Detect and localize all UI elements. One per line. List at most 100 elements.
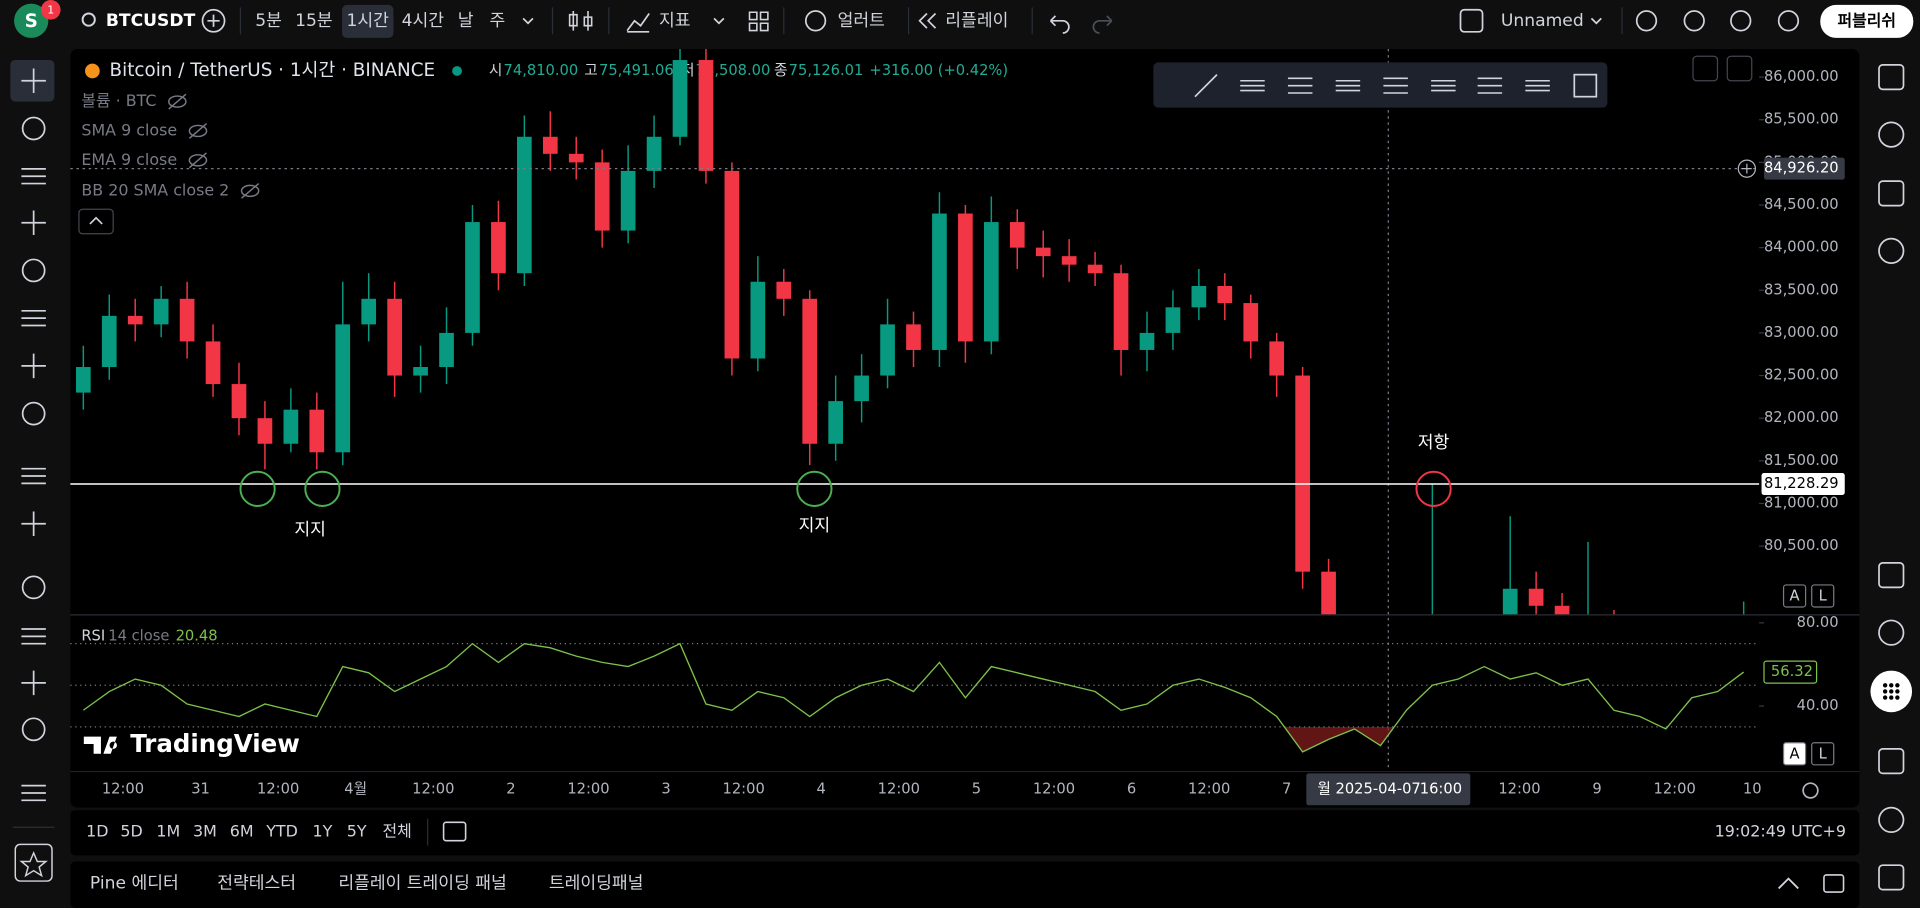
sidebar-icon[interactable]	[1878, 619, 1905, 646]
maximize-panel-icon[interactable]	[1823, 874, 1845, 893]
star-icon[interactable]	[19, 851, 48, 878]
drawing-tool[interactable]	[1431, 79, 1456, 92]
scroll-button[interactable]	[1726, 55, 1753, 82]
tool-icon[interactable]	[21, 511, 46, 536]
panel-tab[interactable]: 전략테스터	[217, 874, 296, 894]
range-button[interactable]: 5D	[120, 822, 142, 841]
drawing-tool[interactable]	[1525, 79, 1550, 92]
tool-icon[interactable]	[21, 353, 46, 379]
sidebar-icon[interactable]	[1878, 121, 1905, 148]
add-symbol-icon[interactable]	[201, 8, 226, 33]
scale-button[interactable]	[1811, 584, 1835, 608]
tool-icon[interactable]	[21, 309, 46, 327]
toolbar-icon[interactable]	[1730, 10, 1752, 32]
price-axis-label: 81,500.00	[1764, 452, 1839, 469]
drawing-tool[interactable]	[1573, 73, 1598, 98]
add-alert-icon[interactable]	[1737, 159, 1757, 178]
tool-icon[interactable]	[21, 670, 46, 696]
tool-icon[interactable]	[21, 467, 46, 485]
sidebar-icon[interactable]	[1878, 180, 1905, 207]
candle-body	[361, 298, 377, 325]
tool-icon[interactable]	[21, 784, 46, 802]
tool-icon[interactable]	[21, 210, 46, 235]
interval[interactable]: 5분	[255, 11, 282, 31]
legend-title[interactable]: Bitcoin / TetherUS · 1시간 · BINANCE	[110, 60, 436, 81]
search-icon	[81, 12, 96, 27]
range-button[interactable]: YTD	[265, 822, 298, 841]
candle-body	[153, 298, 169, 325]
time-axis-label: 12:00	[1188, 780, 1230, 797]
time-axis-label: 6	[1127, 780, 1136, 797]
sidebar-icon[interactable]	[1878, 64, 1905, 91]
range-button[interactable]: 3M	[193, 822, 217, 841]
layout-name[interactable]: Unnamed	[1501, 11, 1584, 31]
publish-label[interactable]: 퍼블리쉬	[1838, 11, 1896, 30]
hidden-eye-icon	[188, 124, 208, 138]
toolbar-icon[interactable]	[1683, 10, 1705, 32]
indicator-legend[interactable]: EMA 9 close	[81, 150, 177, 169]
panel-tab[interactable]: 트레이딩패널	[549, 874, 644, 894]
scale-button[interactable]	[1782, 584, 1807, 608]
tool-icon[interactable]	[21, 168, 46, 185]
symbol[interactable]: BTCUSDT	[106, 11, 196, 31]
active-interval[interactable]	[342, 4, 394, 38]
range-button[interactable]: 5Y	[347, 822, 367, 841]
candles	[75, 48, 1745, 615]
indicator-legend[interactable]: SMA 9 close	[81, 120, 177, 139]
range-button[interactable]: 1D	[86, 822, 108, 841]
tool-icon[interactable]	[21, 68, 46, 94]
sidebar-icon[interactable]	[1878, 748, 1905, 775]
drawing-tool[interactable]	[1383, 77, 1408, 94]
range-button[interactable]: 1Y	[313, 822, 333, 841]
tool-icon[interactable]	[21, 628, 46, 645]
tool-icon[interactable]	[21, 717, 46, 742]
range-button[interactable]: 1M	[156, 822, 180, 841]
tool-icon[interactable]	[21, 575, 46, 600]
publish-button[interactable]	[1820, 4, 1914, 38]
toolbar-icon[interactable]	[1777, 10, 1800, 32]
interval[interactable]: 4시간	[402, 11, 445, 31]
drawing-tool[interactable]	[1335, 79, 1361, 92]
indicator-icon	[626, 12, 650, 33]
sidebar-icon[interactable]	[1878, 806, 1905, 833]
scale-button[interactable]	[1782, 742, 1807, 766]
tool-icon[interactable]	[21, 116, 46, 141]
drawing-tool[interactable]	[1477, 77, 1503, 94]
interval[interactable]: 15분	[295, 11, 333, 31]
collapse-panel-icon[interactable]	[1778, 877, 1799, 890]
settings-icon[interactable]	[1802, 782, 1819, 799]
tool-icon[interactable]	[21, 258, 46, 283]
rsi-axis-label: 80.00	[1797, 614, 1839, 631]
tool-icon[interactable]	[21, 401, 46, 426]
sidebar-icon[interactable]	[1878, 562, 1905, 589]
collapse-legend[interactable]	[78, 208, 114, 235]
range-button[interactable]: 6M	[230, 822, 254, 841]
replay-button[interactable]: 리플레이	[945, 11, 1008, 31]
time-axis-label: 9	[1592, 780, 1601, 797]
drawing-tool[interactable]	[1240, 79, 1265, 92]
interval[interactable]: 날	[458, 11, 474, 31]
panel-tab[interactable]: Pine 에디터	[90, 874, 179, 894]
toolbar-icon[interactable]	[1635, 10, 1658, 32]
panel-tab[interactable]: 리플레이 트레이딩 패널	[338, 874, 506, 894]
range-button[interactable]: 전체	[382, 822, 411, 841]
candle-body	[646, 136, 662, 171]
interval[interactable]: 주	[490, 11, 506, 31]
legend-open-label: 시	[489, 62, 503, 79]
sidebar-icon[interactable]	[1878, 237, 1905, 264]
interval[interactable]: 1시간	[347, 11, 390, 31]
scroll-button[interactable]	[1692, 55, 1719, 82]
indicator-legend[interactable]: 볼륨 · BTC	[81, 91, 156, 110]
annotation-circle	[239, 470, 276, 507]
avatar[interactable]	[14, 3, 49, 38]
alert-button[interactable]: 얼러트	[838, 11, 885, 31]
sidebar-icon[interactable]	[1878, 864, 1905, 891]
candle-body	[439, 332, 454, 368]
indicators-button[interactable]: 지표	[659, 11, 691, 31]
indicator-legend[interactable]: BB 20 SMA close 2	[81, 180, 229, 199]
chevron	[1590, 17, 1602, 25]
scale-button[interactable]	[1811, 742, 1835, 766]
drawing-tool[interactable]	[1194, 74, 1218, 98]
go-to-date-icon[interactable]	[442, 821, 467, 842]
drawing-tool[interactable]	[1287, 77, 1313, 94]
